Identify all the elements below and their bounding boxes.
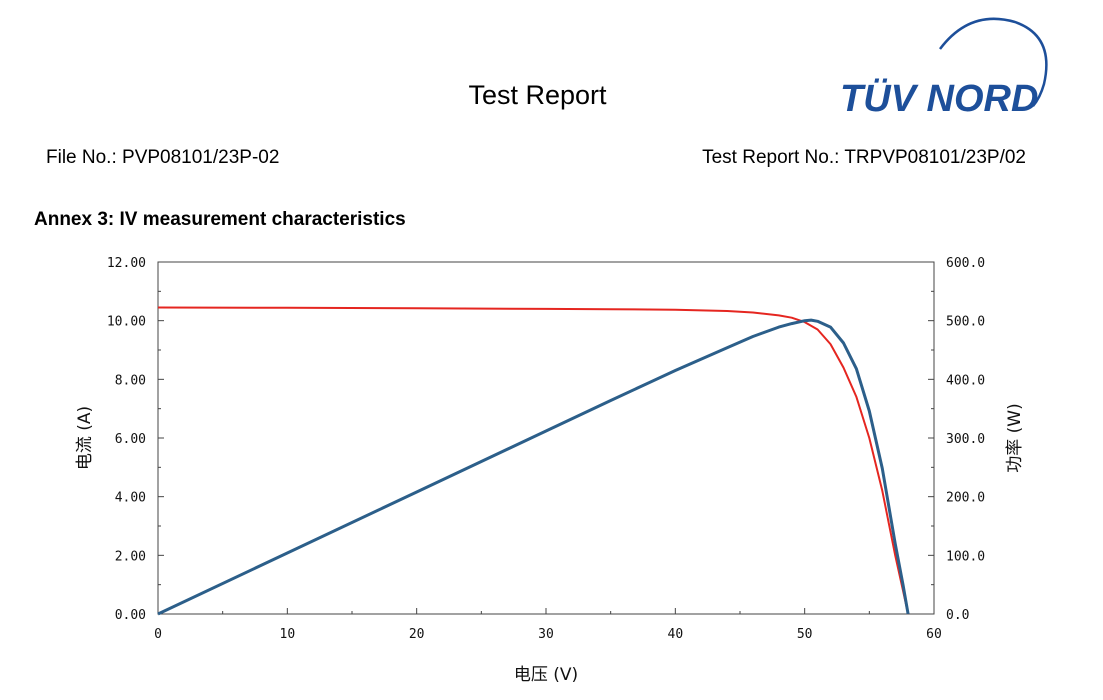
power-curve [157,318,910,616]
report-number: Test Report No.: TRPVP08101/23P/02 [702,147,1026,168]
current-curve [157,306,910,615]
x-tick-label: 10 [280,627,296,642]
y-tick-label: 0.00 [115,608,146,623]
y-axis-label: 电流 (A) [75,406,95,470]
file-number: File No.: PVP08101/23P-02 [46,147,280,168]
x-tick-label: 50 [797,627,813,642]
x-tick-label: 0 [154,627,162,642]
y2-tick-label: 0.0 [946,608,969,623]
tick-labels: 0 10 20 30 40 50 60 0.00 2.00 4.00 6.00 8.00 10.00 12… [107,256,985,642]
tuv-nord-logo: TÜV NORD [840,17,1048,120]
y2-tick-label: 500.0 [946,315,985,330]
x-tick-label: 20 [409,627,425,642]
y2-tick-label: 100.0 [946,549,985,564]
x-tick-label: 60 [926,627,942,642]
tick-marks [157,261,935,615]
y2-tick-label: 400.0 [946,373,985,388]
section-title: Annex 3: IV measurement characteristics [34,209,406,230]
iv-chart: 0 10 20 30 40 50 60 0.00 2.00 4.00 6.00 8.00 10.00 12… [75,256,1025,685]
y2-tick-label: 300.0 [946,432,985,447]
logo-arc [939,17,1048,107]
x-tick-label: 30 [538,627,554,642]
y-tick-label: 4.00 [115,491,146,506]
y2-tick-label: 600.0 [946,256,985,271]
x-tick-label: 40 [668,627,684,642]
y2-axis-label: 功率 (W) [1005,403,1025,472]
y-tick-label: 10.00 [107,315,146,330]
y-tick-label: 8.00 [115,373,146,388]
curves [157,306,910,616]
y2-tick-label: 200.0 [946,491,985,506]
y-tick-label: 2.00 [115,549,146,564]
logo-text: TÜV NORD [840,77,1038,120]
page-title: Test Report [468,80,607,110]
y-tick-label: 6.00 [115,432,146,447]
plot-frame [157,261,935,615]
x-axis-label: 电压 (V) [514,665,578,685]
y-tick-label: 12.00 [107,256,146,271]
